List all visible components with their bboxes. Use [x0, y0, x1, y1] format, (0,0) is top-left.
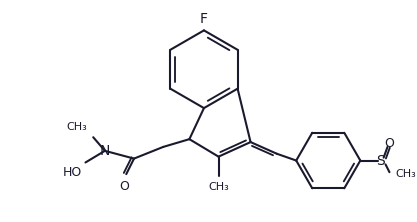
- Text: HO: HO: [62, 166, 82, 179]
- Text: S: S: [376, 154, 385, 168]
- Text: O: O: [119, 180, 129, 193]
- Text: CH₃: CH₃: [208, 182, 229, 192]
- Text: O: O: [384, 137, 394, 150]
- Text: F: F: [200, 12, 208, 26]
- Text: CH₃: CH₃: [67, 122, 88, 132]
- Text: N: N: [100, 144, 110, 158]
- Text: CH₃: CH₃: [395, 169, 416, 179]
